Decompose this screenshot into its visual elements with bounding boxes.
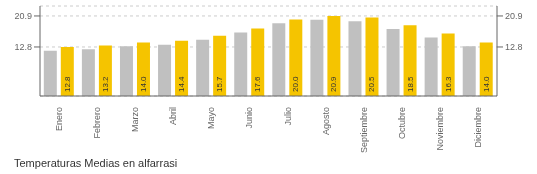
svg-text:20.9: 20.9 [14,11,32,21]
html-text:Temperaturas Medias en alfarra: Temperaturas Medias en alfarrasi [14,157,178,169]
svg-text:12.8: 12.8 [63,76,72,92]
svg-text:Febrero: Febrero [92,107,102,139]
svg-text:16.3: 16.3 [444,76,453,92]
svg-text:12.8: 12.8 [505,42,523,52]
svg-text:Mayo: Mayo [206,107,216,129]
svg-text:20.5: 20.5 [367,76,376,92]
svg-text:Septiembre: Septiembre [359,107,369,153]
svg-text:Junio: Junio [244,107,254,129]
svg-text:Marzo: Marzo [130,107,140,132]
svg-text:Abril: Abril [168,107,178,125]
svg-text:13.2: 13.2 [101,76,110,92]
svg-text:17.6: 17.6 [253,76,262,92]
svg-text:20.0: 20.0 [291,76,300,92]
svg-text:14.0: 14.0 [139,76,148,92]
svg-text:14.4: 14.4 [177,76,186,92]
svg-text:20.9: 20.9 [329,76,338,92]
svg-text:Agosto: Agosto [321,107,331,135]
svg-text:Enero: Enero [54,107,64,131]
svg-text:15.7: 15.7 [215,76,224,92]
svg-text:Octubre: Octubre [397,107,407,139]
svg-text:Noviembre: Noviembre [435,107,445,151]
svg-text:Diciembre: Diciembre [473,107,483,148]
svg-text:12.8: 12.8 [14,42,32,52]
svg-text:Julio: Julio [283,107,293,126]
svg-text:18.5: 18.5 [406,76,415,92]
svg-text:20.9: 20.9 [505,11,523,21]
svg-text:14.0: 14.0 [482,76,491,92]
